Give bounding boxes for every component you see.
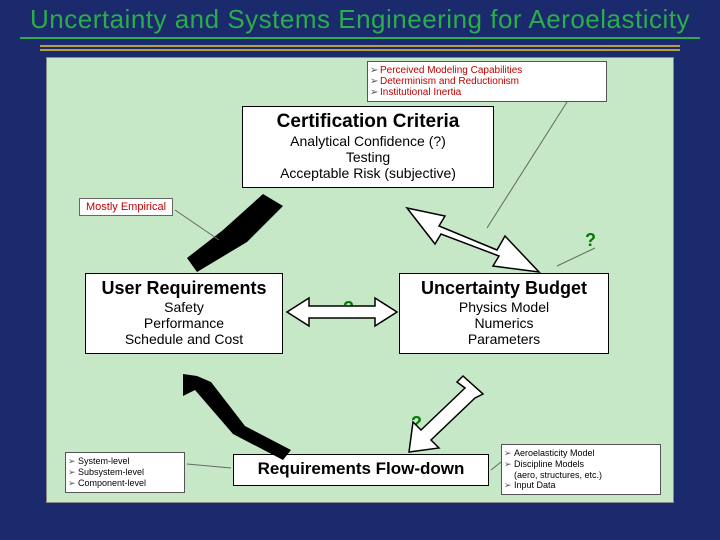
note-bottom-left: ➢System-level ➢Subsystem-level ➢Componen… bbox=[65, 452, 185, 493]
lead-topnote bbox=[487, 102, 567, 228]
box-user-requirements: User Requirements Safety Performance Sch… bbox=[85, 273, 283, 354]
title-rules bbox=[40, 45, 680, 51]
box-title: Certification Criteria bbox=[251, 111, 485, 133]
arrow-cert-uncertainty bbox=[407, 208, 539, 272]
diagram-container: ➢Perceived Modeling Capabilities ➢Determ… bbox=[0, 53, 720, 513]
box-uncertainty-budget: Uncertainty Budget Physics Model Numeric… bbox=[399, 273, 609, 354]
note-top: ➢Perceived Modeling Capabilities ➢Determ… bbox=[367, 61, 607, 102]
note-bottom-right: ➢Aeroelasticity Model ➢Discipline Models… bbox=[501, 444, 661, 495]
qmark-3: ? bbox=[411, 413, 422, 434]
arrow-user-flowdown bbox=[183, 374, 291, 460]
lead-empirical bbox=[175, 210, 219, 240]
lead-br-note bbox=[491, 462, 501, 470]
callout-mostly-empirical: Mostly Empirical bbox=[79, 198, 173, 216]
lead-bl-note bbox=[187, 464, 231, 468]
arrow-user-uncertainty bbox=[287, 298, 397, 326]
qmark-2: ? bbox=[343, 298, 354, 319]
page-title: Uncertainty and Systems Engineering for … bbox=[20, 0, 700, 39]
box-certification: Certification Criteria Analytical Confid… bbox=[242, 106, 494, 188]
qmark-1: ? bbox=[585, 230, 596, 251]
box-requirements-flowdown: Requirements Flow-down bbox=[233, 454, 489, 486]
arrow-userreq-to-cert bbox=[187, 194, 283, 272]
diagram-canvas: ➢Perceived Modeling Capabilities ➢Determ… bbox=[46, 57, 674, 503]
